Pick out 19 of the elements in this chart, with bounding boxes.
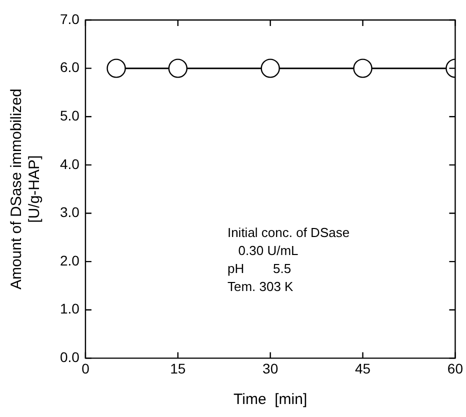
annotation: Tem. 303 K [227, 279, 294, 294]
y-tick-label: 1.0 [60, 300, 80, 317]
x-tick-label: 30 [262, 360, 278, 376]
y-tick-label: 3.0 [60, 204, 80, 220]
x-tick-label: 60 [447, 360, 464, 376]
annotation: pH 5.5 [227, 261, 292, 276]
y-tick-label: 5.0 [60, 107, 80, 124]
y-tick-label: 7.0 [60, 10, 80, 27]
annotation: Initial conc. of DSase [227, 225, 350, 240]
x-tick-label: 0 [82, 360, 90, 376]
x-axis-title: Time [min] [234, 391, 308, 408]
y-axis-title: Amount of DSase immobilized [U/g-HAP] [8, 88, 44, 290]
annotation: 0.30 U/mL [227, 243, 298, 258]
y-tick-label: 2.0 [60, 252, 80, 268]
y-tick-label: 6.0 [60, 59, 80, 76]
x-tick-label: 45 [354, 360, 371, 376]
y-tick-label: 0.0 [60, 349, 80, 366]
x-tick-label: 15 [170, 360, 186, 376]
y-tick-label: 4.0 [60, 156, 80, 172]
